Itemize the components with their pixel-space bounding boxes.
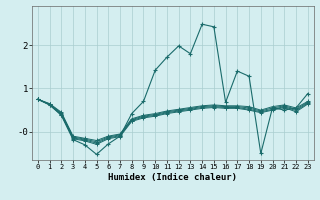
X-axis label: Humidex (Indice chaleur): Humidex (Indice chaleur): [108, 173, 237, 182]
